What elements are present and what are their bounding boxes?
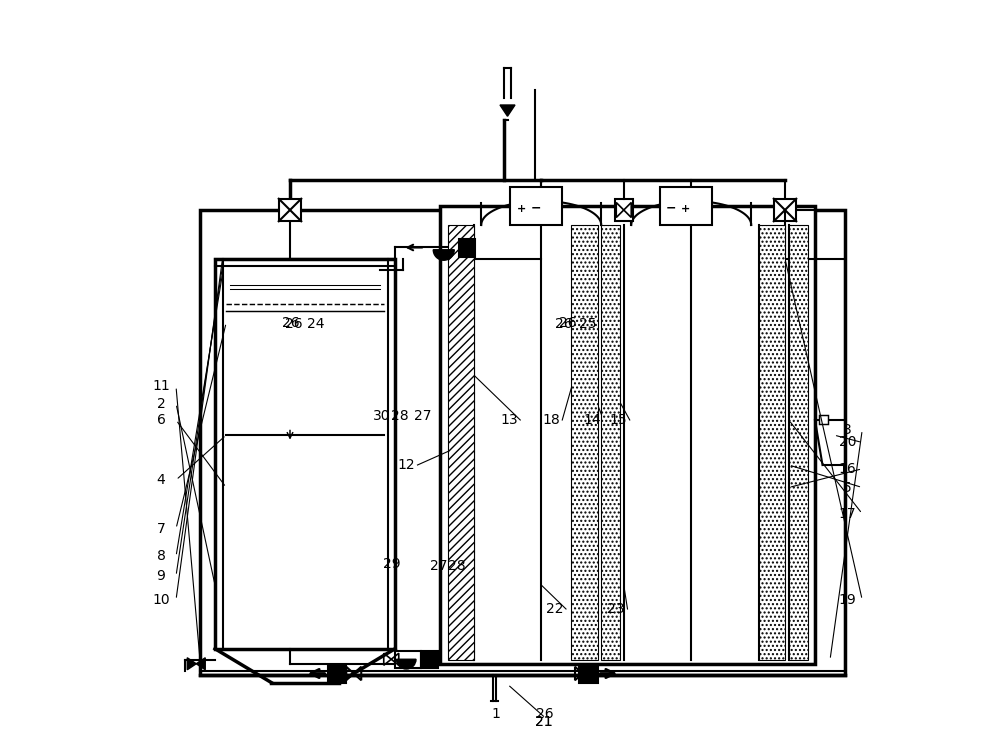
Wedge shape (433, 250, 454, 260)
Text: 26: 26 (559, 316, 576, 329)
Text: 27: 27 (414, 410, 432, 423)
Text: 23: 23 (608, 602, 625, 616)
Text: 19: 19 (838, 593, 856, 607)
Text: +: + (681, 203, 691, 214)
Text: 27: 27 (430, 560, 447, 573)
Text: 30: 30 (373, 410, 390, 423)
Text: 3: 3 (843, 423, 852, 436)
Polygon shape (187, 658, 196, 670)
Text: 28: 28 (448, 560, 466, 573)
Text: 20: 20 (838, 436, 856, 449)
Wedge shape (396, 659, 416, 669)
Text: 25: 25 (579, 317, 596, 331)
Text: 4: 4 (157, 473, 165, 487)
Text: 29: 29 (383, 557, 401, 571)
Text: +: + (516, 203, 526, 214)
Bar (660, 188, 712, 225)
Text: 1: 1 (492, 707, 501, 721)
Text: 12: 12 (397, 458, 415, 472)
Text: 2: 2 (157, 397, 165, 410)
Bar (440, 206, 815, 664)
Bar (421, 651, 438, 668)
Bar (448, 225, 474, 660)
Text: 26: 26 (536, 707, 554, 721)
Text: 11: 11 (152, 380, 170, 393)
Bar (279, 199, 301, 221)
Text: −: − (666, 202, 676, 215)
Text: 14: 14 (583, 413, 601, 427)
Bar (215, 259, 395, 649)
Text: 26: 26 (555, 317, 573, 331)
Bar (200, 210, 845, 675)
Bar (328, 664, 346, 682)
Text: 5: 5 (843, 481, 852, 494)
Text: 9: 9 (157, 569, 165, 583)
Text: 18: 18 (542, 413, 560, 427)
Text: 28: 28 (391, 410, 409, 423)
Bar (615, 199, 633, 221)
Text: 17: 17 (838, 507, 856, 520)
Bar (459, 238, 475, 256)
Bar (571, 225, 598, 660)
Text: 22: 22 (546, 602, 564, 616)
Bar (759, 225, 785, 660)
Bar (789, 225, 808, 660)
Polygon shape (500, 105, 515, 116)
Bar (601, 225, 620, 660)
Bar (395, 651, 421, 668)
Text: 7: 7 (157, 522, 165, 536)
Text: 26: 26 (285, 317, 303, 331)
Text: 26: 26 (282, 316, 300, 329)
Text: 10: 10 (152, 593, 170, 607)
Bar (819, 415, 828, 424)
Bar (510, 188, 562, 225)
Text: 21: 21 (535, 715, 552, 728)
Text: 13: 13 (500, 413, 518, 427)
Polygon shape (196, 658, 205, 670)
Bar (774, 199, 796, 221)
Text: −: − (531, 202, 541, 215)
Text: 16: 16 (838, 462, 856, 476)
Text: 8: 8 (157, 550, 165, 563)
Text: 24: 24 (308, 317, 325, 331)
Bar (579, 664, 598, 682)
Text: 6: 6 (157, 413, 165, 427)
Text: 21: 21 (535, 715, 552, 728)
Text: 15: 15 (610, 413, 627, 427)
